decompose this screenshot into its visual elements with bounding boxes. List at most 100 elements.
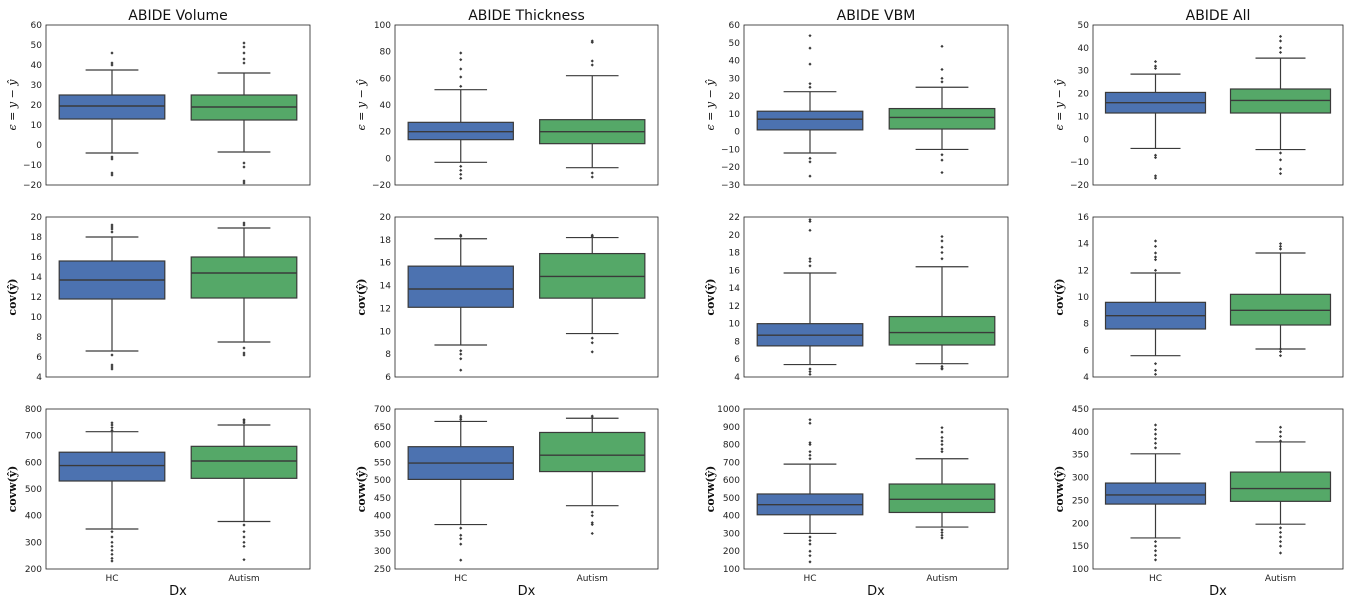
y-tick-label: 16 [380, 259, 392, 269]
outlier-point [110, 157, 114, 161]
y-tick-label: 60 [729, 21, 741, 31]
outlier-point [1153, 268, 1158, 272]
outlier-point [242, 45, 246, 49]
y-axis-label: cov(ŷ) [1053, 278, 1066, 315]
outlier-point [590, 40, 594, 44]
y-axis-label: ϵ = y − ŷ [6, 79, 19, 131]
y-tick-label: 50 [31, 41, 43, 51]
outlier-point [940, 250, 944, 255]
y-tick-label: 10 [1078, 112, 1090, 122]
box-autism [190, 221, 298, 357]
outlier-point [110, 61, 114, 65]
outlier-point [459, 349, 463, 353]
y-tick-label: 350 [374, 529, 391, 539]
box-autism [1229, 34, 1332, 176]
y-tick-label: 10 [31, 121, 43, 131]
y-tick-label: 14 [1078, 240, 1090, 250]
outlier-point [1278, 425, 1283, 429]
y-tick-label: 8 [36, 333, 42, 343]
outlier-point [808, 442, 812, 447]
y-tick-label: 900 [723, 423, 740, 433]
plot-frame [1092, 408, 1344, 570]
outlier-point [590, 416, 594, 420]
y-tick-label: 80 [380, 48, 392, 58]
outlier-point [1153, 258, 1158, 262]
y-tick-label: 700 [25, 432, 42, 442]
subplot-5: 4 6 8 10 12 14 16 18 20 cov(ŷ) [6, 213, 311, 383]
y-tick-label: −10 [1070, 158, 1089, 168]
outlier-point [242, 57, 246, 61]
outlier-point [242, 51, 246, 55]
x-tick-label: HC [105, 574, 118, 584]
outlier-point [1153, 544, 1158, 548]
y-tick-label: 450 [374, 494, 391, 504]
outlier-point [110, 552, 114, 556]
y-tick-label: 10 [380, 327, 392, 337]
outlier-point [1153, 553, 1158, 557]
outlier-point [1153, 372, 1158, 376]
outlier-point [1153, 362, 1158, 366]
outlier-point [940, 67, 944, 72]
outlier-point [940, 435, 944, 440]
y-tick-label: 8 [385, 350, 391, 360]
y-tick-label: 0 [385, 154, 391, 164]
outlier-point [940, 364, 944, 368]
box-autism [539, 414, 646, 536]
outlier-point [242, 421, 246, 425]
outlier-point [1153, 66, 1158, 71]
outlier-point [242, 353, 246, 357]
outlier-point [590, 350, 594, 354]
iqr-box [407, 265, 514, 308]
outlier-point [242, 523, 246, 527]
outlier-point [242, 540, 246, 544]
box-hc [58, 421, 166, 563]
y-tick-label: 12 [729, 302, 740, 312]
outlier-point [242, 544, 246, 548]
outlier-point [940, 44, 944, 48]
iqr-box [888, 483, 996, 514]
outlier-point [940, 533, 944, 537]
y-tick-label: 4 [36, 373, 42, 383]
box-hc [407, 233, 514, 372]
outlier-point [1153, 539, 1158, 544]
y-tick-label: 700 [723, 458, 740, 468]
outlier-point [110, 367, 114, 371]
outlier-point [110, 223, 114, 227]
box-autism [1229, 242, 1332, 358]
outlier-point [590, 175, 594, 179]
outlier-point [808, 218, 812, 222]
plot-frame [394, 408, 659, 570]
outlier-point [590, 531, 594, 536]
plot-frame [394, 24, 659, 186]
y-tick-label: 18 [380, 236, 392, 246]
y-tick-label: 22 [729, 213, 740, 223]
y-tick-label: 650 [374, 423, 391, 433]
subplot-4: −20 −10 0 10 20 30 40 50 ABIDE All ϵ = y − ŷ [1053, 8, 1344, 191]
y-tick-label: 30 [1078, 67, 1090, 77]
y-tick-label: 12 [31, 293, 42, 303]
y-tick-label: 20 [1078, 90, 1090, 100]
outlier-point [110, 353, 114, 357]
outlier-point [110, 230, 114, 234]
y-tick-label: 40 [1078, 44, 1090, 54]
plot-frame [45, 216, 311, 378]
outlier-point [1278, 430, 1283, 434]
outlier-point [1278, 354, 1283, 358]
outlier-point [459, 533, 463, 537]
outlier-point [110, 540, 114, 544]
box-autism [539, 233, 646, 354]
y-tick-label: 100 [374, 21, 391, 31]
outlier-point [1153, 549, 1158, 553]
y-tick-label: 14 [729, 284, 741, 294]
y-tick-label: 6 [1083, 346, 1089, 356]
plot-frame [45, 24, 311, 186]
outlier-point [110, 51, 114, 55]
outlier-point [808, 538, 812, 543]
y-tick-label: 700 [374, 405, 391, 415]
outlier-point [1278, 34, 1283, 39]
outlier-point [808, 62, 812, 66]
x-tick-label: Autism [577, 574, 608, 584]
x-tick-label: HC [454, 574, 467, 584]
y-tick-label: 100 [1072, 565, 1089, 575]
outlier-point [1278, 171, 1283, 176]
